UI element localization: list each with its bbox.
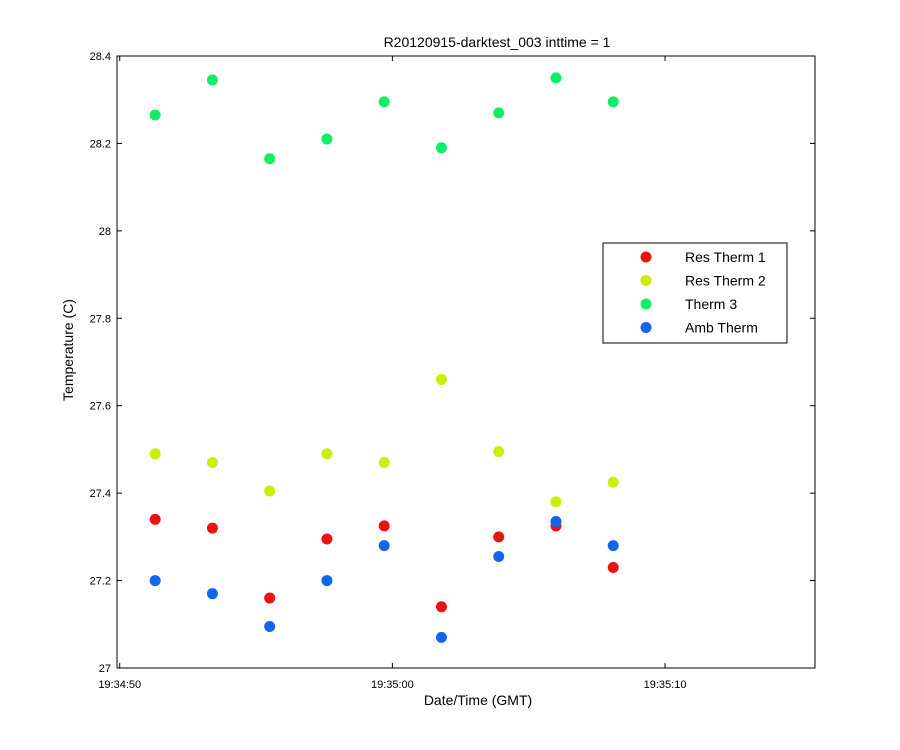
legend-label: Therm 3 xyxy=(685,296,737,312)
data-point xyxy=(321,133,333,145)
series-res-therm-2 xyxy=(149,373,619,508)
data-point xyxy=(435,373,447,385)
data-point xyxy=(378,457,390,469)
data-point xyxy=(607,476,619,488)
y-tick-label: 28 xyxy=(99,226,111,238)
series-amb-therm xyxy=(149,516,619,643)
data-point xyxy=(607,561,619,573)
data-point xyxy=(149,575,161,587)
data-point xyxy=(378,540,390,552)
data-point xyxy=(435,631,447,643)
x-axis-title: Date/Time (GMT) xyxy=(424,692,532,708)
y-tick-label: 28.4 xyxy=(90,51,111,63)
y-tick-label: 27.2 xyxy=(90,576,111,588)
y-tick-label: 27 xyxy=(99,663,111,675)
data-point xyxy=(435,142,447,154)
data-point xyxy=(321,533,333,545)
y-tick-label: 27.8 xyxy=(90,313,111,325)
data-point xyxy=(149,448,161,460)
data-point xyxy=(264,485,276,497)
data-point xyxy=(264,153,276,165)
series-res-therm-1 xyxy=(149,513,619,613)
data-point xyxy=(378,96,390,108)
data-point xyxy=(378,520,390,532)
data-point xyxy=(607,540,619,552)
x-axis-ticks: 19:34:50 19:35:00 19:35:10 xyxy=(98,56,686,691)
x-tick-label: 19:35:10 xyxy=(644,679,687,691)
chart-title: R20120915-darktest_003 inttime = 1 xyxy=(384,34,611,50)
data-point xyxy=(607,96,619,108)
data-point xyxy=(321,448,333,460)
series-therm-3 xyxy=(149,72,619,165)
data-point xyxy=(264,592,276,604)
y-tick-label: 28.2 xyxy=(90,138,111,150)
data-point xyxy=(493,531,505,543)
data-point xyxy=(493,107,505,119)
data-point xyxy=(264,620,276,632)
data-point xyxy=(493,446,505,458)
legend-marker xyxy=(640,251,652,263)
y-tick-label: 27.4 xyxy=(90,488,111,500)
legend-label: Res Therm 1 xyxy=(685,249,766,265)
data-point xyxy=(206,457,218,469)
plot-area-frame xyxy=(116,55,816,669)
x-tick-label: 19:35:00 xyxy=(371,679,414,691)
legend-marker xyxy=(640,275,652,286)
data-point xyxy=(435,601,447,613)
data-point xyxy=(206,522,218,534)
data-point xyxy=(493,551,505,563)
data-point xyxy=(550,496,562,508)
y-axis-ticks: 27 27.2 27.4 27.6 27.8 28 28.2 28.4 xyxy=(90,51,815,675)
data-point xyxy=(206,74,218,86)
legend-marker xyxy=(640,322,652,333)
data-point xyxy=(550,72,562,84)
y-axis-title: Temperature (C) xyxy=(60,299,76,401)
data-points xyxy=(149,72,619,643)
y-tick-label: 27.6 xyxy=(90,401,111,413)
legend-label: Res Therm 2 xyxy=(685,273,766,289)
data-point xyxy=(321,575,333,587)
data-point xyxy=(149,513,161,525)
legend: Res Therm 1 Res Therm 2 Therm 3 Amb Therm xyxy=(602,242,788,344)
data-point xyxy=(206,588,218,600)
legend-box xyxy=(602,242,788,344)
legend-label: Amb Therm xyxy=(685,320,758,336)
data-point xyxy=(149,109,161,121)
data-point xyxy=(550,516,562,528)
x-tick-label: 19:34:50 xyxy=(98,679,141,691)
legend-marker xyxy=(640,298,652,310)
